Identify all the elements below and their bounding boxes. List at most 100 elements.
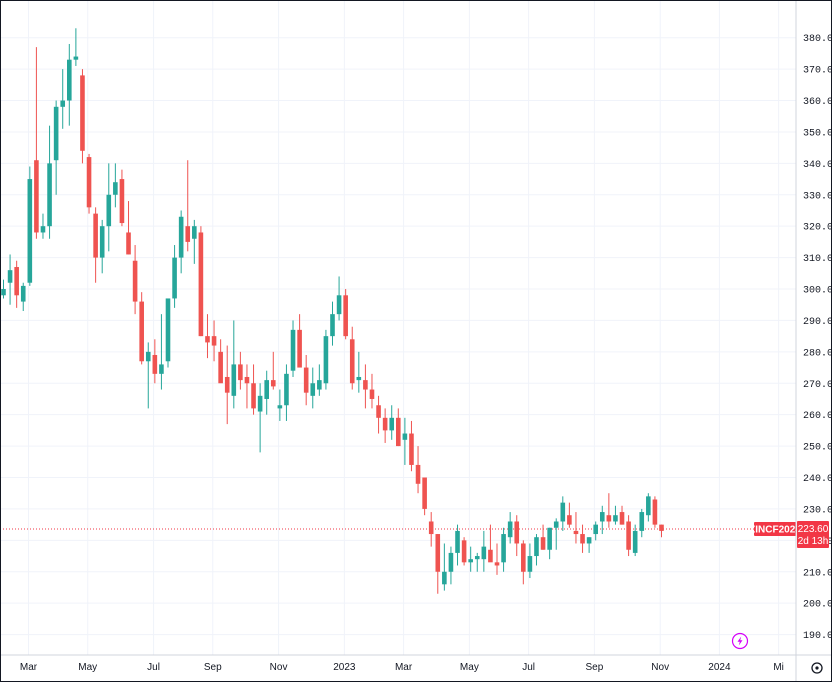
candle-body bbox=[455, 530, 460, 553]
x-tick-label: Jul bbox=[522, 662, 535, 673]
candle bbox=[159, 314, 164, 390]
candle bbox=[442, 543, 447, 591]
y-tick-label: 380.00 bbox=[803, 34, 832, 45]
candle-body bbox=[540, 537, 546, 550]
candle-body bbox=[481, 546, 487, 560]
time-axis[interactable]: Mar May Jul Sep Nov 2023 Mar May Jul Sep Nov 2024 Mi bbox=[20, 662, 784, 673]
candle bbox=[580, 524, 585, 553]
y-tick-label: 230.00 bbox=[803, 505, 832, 516]
candle bbox=[113, 163, 118, 208]
candle-body bbox=[205, 336, 210, 343]
candle-body bbox=[363, 380, 368, 390]
candle-body bbox=[264, 380, 269, 399]
candle bbox=[343, 289, 348, 340]
candle bbox=[211, 320, 217, 362]
candle bbox=[270, 351, 276, 390]
candle bbox=[264, 370, 269, 415]
candle-body bbox=[652, 499, 658, 525]
x-tick-label: Jul bbox=[147, 662, 160, 673]
candle bbox=[659, 524, 664, 538]
candle bbox=[231, 320, 237, 409]
candle bbox=[303, 354, 309, 406]
candle-body bbox=[40, 226, 46, 233]
candle bbox=[540, 524, 546, 550]
candle bbox=[599, 505, 605, 535]
candle-body bbox=[349, 339, 355, 384]
candle bbox=[323, 329, 329, 390]
y-tick-label: 320.00 bbox=[803, 223, 832, 234]
y-tick-label: 290.00 bbox=[803, 317, 832, 328]
price-axis[interactable]: 190.00200.00210.00220.00230.00240.00250.… bbox=[803, 34, 832, 642]
candle-body bbox=[86, 157, 92, 208]
candle bbox=[455, 524, 460, 566]
candle-body bbox=[396, 417, 401, 447]
candle-body bbox=[27, 179, 33, 283]
candle bbox=[422, 477, 427, 516]
candle-body bbox=[646, 496, 651, 516]
candle bbox=[34, 47, 39, 239]
candle-body bbox=[317, 380, 322, 390]
candle bbox=[244, 364, 250, 409]
settings-icon[interactable] bbox=[811, 662, 823, 674]
candle-body bbox=[619, 512, 625, 525]
candle bbox=[185, 160, 191, 252]
candle bbox=[428, 512, 434, 547]
candle-body bbox=[428, 521, 434, 535]
candle bbox=[613, 505, 618, 525]
candle-body bbox=[494, 562, 500, 566]
candle bbox=[376, 395, 381, 434]
candle bbox=[356, 351, 362, 393]
candle bbox=[238, 351, 243, 390]
candle bbox=[7, 254, 13, 305]
x-tick-label: 2024 bbox=[708, 662, 731, 673]
y-tick-label: 200.00 bbox=[803, 600, 832, 611]
y-tick-label: 340.00 bbox=[803, 160, 832, 171]
y-tick-label: 250.00 bbox=[803, 443, 832, 454]
candle-body bbox=[382, 417, 388, 431]
candle-body bbox=[468, 559, 473, 563]
candle bbox=[474, 552, 480, 572]
candle bbox=[507, 512, 513, 544]
x-tick-label: Nov bbox=[651, 662, 669, 673]
candle bbox=[527, 543, 533, 579]
candle-body bbox=[593, 524, 598, 535]
y-tick-label: 360.00 bbox=[803, 97, 832, 108]
candle bbox=[382, 408, 388, 443]
y-tick-label: 190.00 bbox=[803, 631, 832, 642]
candle-body bbox=[442, 571, 447, 585]
candle bbox=[126, 201, 131, 255]
candle bbox=[547, 527, 552, 560]
candle bbox=[349, 326, 355, 390]
candle-body bbox=[343, 295, 348, 337]
candle bbox=[20, 282, 26, 312]
candle bbox=[93, 207, 98, 283]
candle bbox=[14, 260, 19, 308]
candle bbox=[106, 163, 112, 252]
candle-body bbox=[192, 226, 197, 239]
candle-body bbox=[599, 512, 605, 522]
candle bbox=[501, 527, 506, 572]
lightning-icon[interactable] bbox=[731, 632, 749, 650]
candle bbox=[415, 446, 421, 494]
candle-body bbox=[238, 364, 243, 381]
candle bbox=[586, 537, 592, 553]
candle bbox=[145, 342, 151, 409]
candle-body bbox=[310, 383, 316, 396]
candle-body bbox=[224, 376, 230, 393]
candle-body bbox=[93, 213, 98, 258]
candle-body bbox=[1, 289, 6, 296]
candle-body bbox=[501, 534, 506, 563]
candle-body bbox=[448, 552, 454, 572]
candle bbox=[290, 320, 296, 377]
candle-body bbox=[211, 336, 217, 346]
symbol-price-label: ZINCF2024 bbox=[749, 522, 801, 537]
candle-body bbox=[474, 556, 480, 560]
candle-body bbox=[67, 59, 72, 101]
x-tick-label: Nov bbox=[270, 662, 288, 673]
candle bbox=[119, 169, 125, 227]
symbol-label: ZINCF2024 bbox=[749, 525, 801, 536]
y-tick-label: 210.00 bbox=[803, 568, 832, 579]
candle bbox=[396, 408, 401, 447]
candle bbox=[553, 518, 559, 550]
